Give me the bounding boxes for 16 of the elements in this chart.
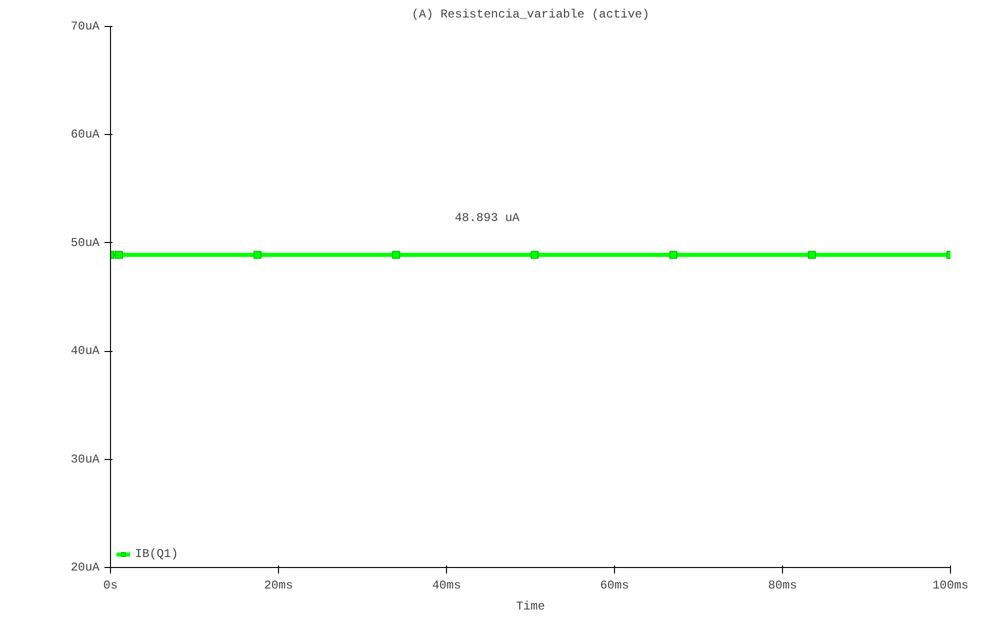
chart-title: (A) Resistencia_variable (active): [412, 8, 650, 22]
y-tick-label: 50uA: [70, 236, 100, 250]
x-tick-label: 20ms: [264, 578, 293, 592]
x-tick-label: 80ms: [768, 578, 797, 592]
x-tick-label: 60ms: [600, 578, 629, 592]
y-tick-label: 20uA: [70, 560, 100, 574]
y-tick-label: 40uA: [70, 344, 100, 358]
legend-label: IB(Q1): [135, 547, 178, 561]
x-axis-title: Time: [516, 600, 545, 614]
x-tick-label: 100ms: [932, 578, 969, 592]
x-tick-label: 40ms: [432, 578, 461, 592]
y-tick-label: 70uA: [70, 20, 100, 34]
y-tick-label: 30uA: [70, 452, 100, 466]
y-tick-label: 60uA: [70, 128, 100, 142]
x-tick-label: 0s: [103, 578, 118, 592]
annotation: 48.893 uA: [454, 210, 520, 225]
